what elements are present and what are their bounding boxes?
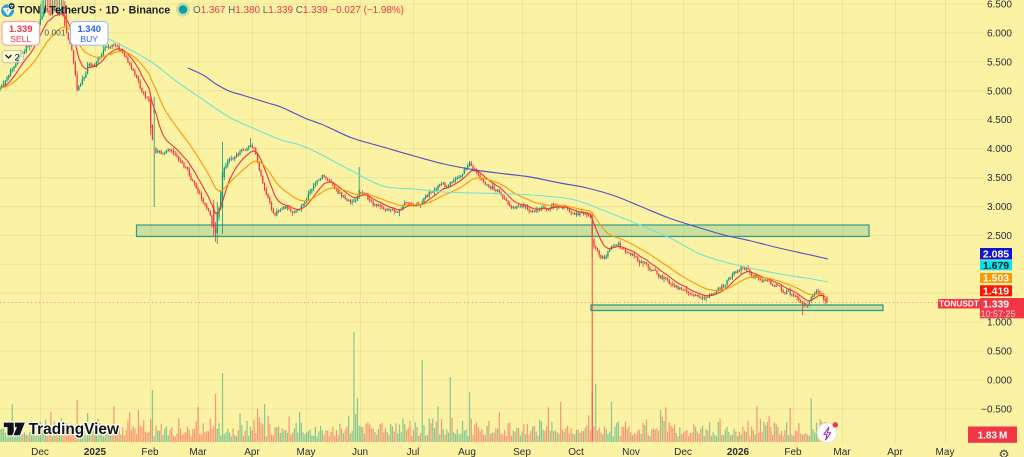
svg-text:Apr: Apr (244, 447, 260, 457)
svg-text:⚙: ⚙ (998, 448, 1009, 457)
svg-text:BUY: BUY (80, 34, 98, 44)
svg-text:Mar: Mar (189, 447, 207, 457)
svg-text:2.500: 2.500 (987, 231, 1012, 242)
svg-text:5.000: 5.000 (987, 86, 1012, 97)
svg-text:O1.367 H1.380 L1.339 C1.339 −0: O1.367 H1.380 L1.339 C1.339 −0.027 (−1.9… (193, 5, 404, 16)
svg-text:0.000: 0.000 (987, 376, 1012, 387)
svg-text:1.340: 1.340 (77, 23, 100, 34)
svg-text:TONUSDT: TONUSDT (939, 299, 979, 309)
svg-text:Dec: Dec (674, 447, 692, 457)
svg-text:Feb: Feb (141, 447, 159, 457)
svg-text:1.503: 1.503 (983, 273, 1009, 285)
svg-text:Apr: Apr (887, 447, 903, 457)
svg-text:SELL: SELL (10, 34, 31, 44)
svg-text:1.83 M: 1.83 M (978, 430, 1008, 441)
svg-text:4.000: 4.000 (987, 144, 1012, 155)
svg-text:2.085: 2.085 (983, 248, 1009, 260)
svg-text:May: May (936, 447, 955, 457)
svg-text:1.339: 1.339 (9, 23, 32, 34)
svg-text:Aug: Aug (458, 447, 476, 457)
svg-text:0.001: 0.001 (44, 27, 66, 37)
svg-text:Feb: Feb (784, 447, 802, 457)
svg-text:Jul: Jul (407, 447, 420, 457)
svg-text:Mar: Mar (833, 447, 851, 457)
svg-text:Jun: Jun (352, 447, 368, 457)
svg-text:6.500: 6.500 (987, 0, 1012, 11)
svg-text:Oct: Oct (568, 447, 584, 457)
svg-text:May: May (297, 447, 316, 457)
svg-text:2025: 2025 (84, 447, 107, 457)
svg-text:−0.500: −0.500 (981, 404, 1012, 415)
svg-text:6.000: 6.000 (987, 28, 1012, 39)
svg-text:TON / TetherUS · 1D · Binance: TON / TetherUS · 1D · Binance (18, 5, 170, 17)
svg-text:1.000: 1.000 (987, 318, 1012, 329)
svg-text:Nov: Nov (622, 447, 640, 457)
svg-text:TradingView: TradingView (29, 421, 119, 438)
svg-text:2: 2 (15, 52, 20, 63)
svg-text:2026: 2026 (727, 447, 750, 457)
svg-text:3.000: 3.000 (987, 202, 1012, 213)
svg-text:0.500: 0.500 (987, 347, 1012, 358)
svg-text:10:57:25: 10:57:25 (980, 309, 1015, 319)
svg-text:3.500: 3.500 (987, 173, 1012, 184)
svg-text:5.500: 5.500 (987, 57, 1012, 68)
svg-text:1.339: 1.339 (983, 299, 1009, 311)
svg-text:Dec: Dec (31, 447, 49, 457)
svg-text:Sep: Sep (513, 447, 531, 457)
svg-text:1.419: 1.419 (983, 285, 1009, 297)
svg-text:4.500: 4.500 (987, 115, 1012, 126)
svg-text:1.679: 1.679 (983, 260, 1009, 272)
